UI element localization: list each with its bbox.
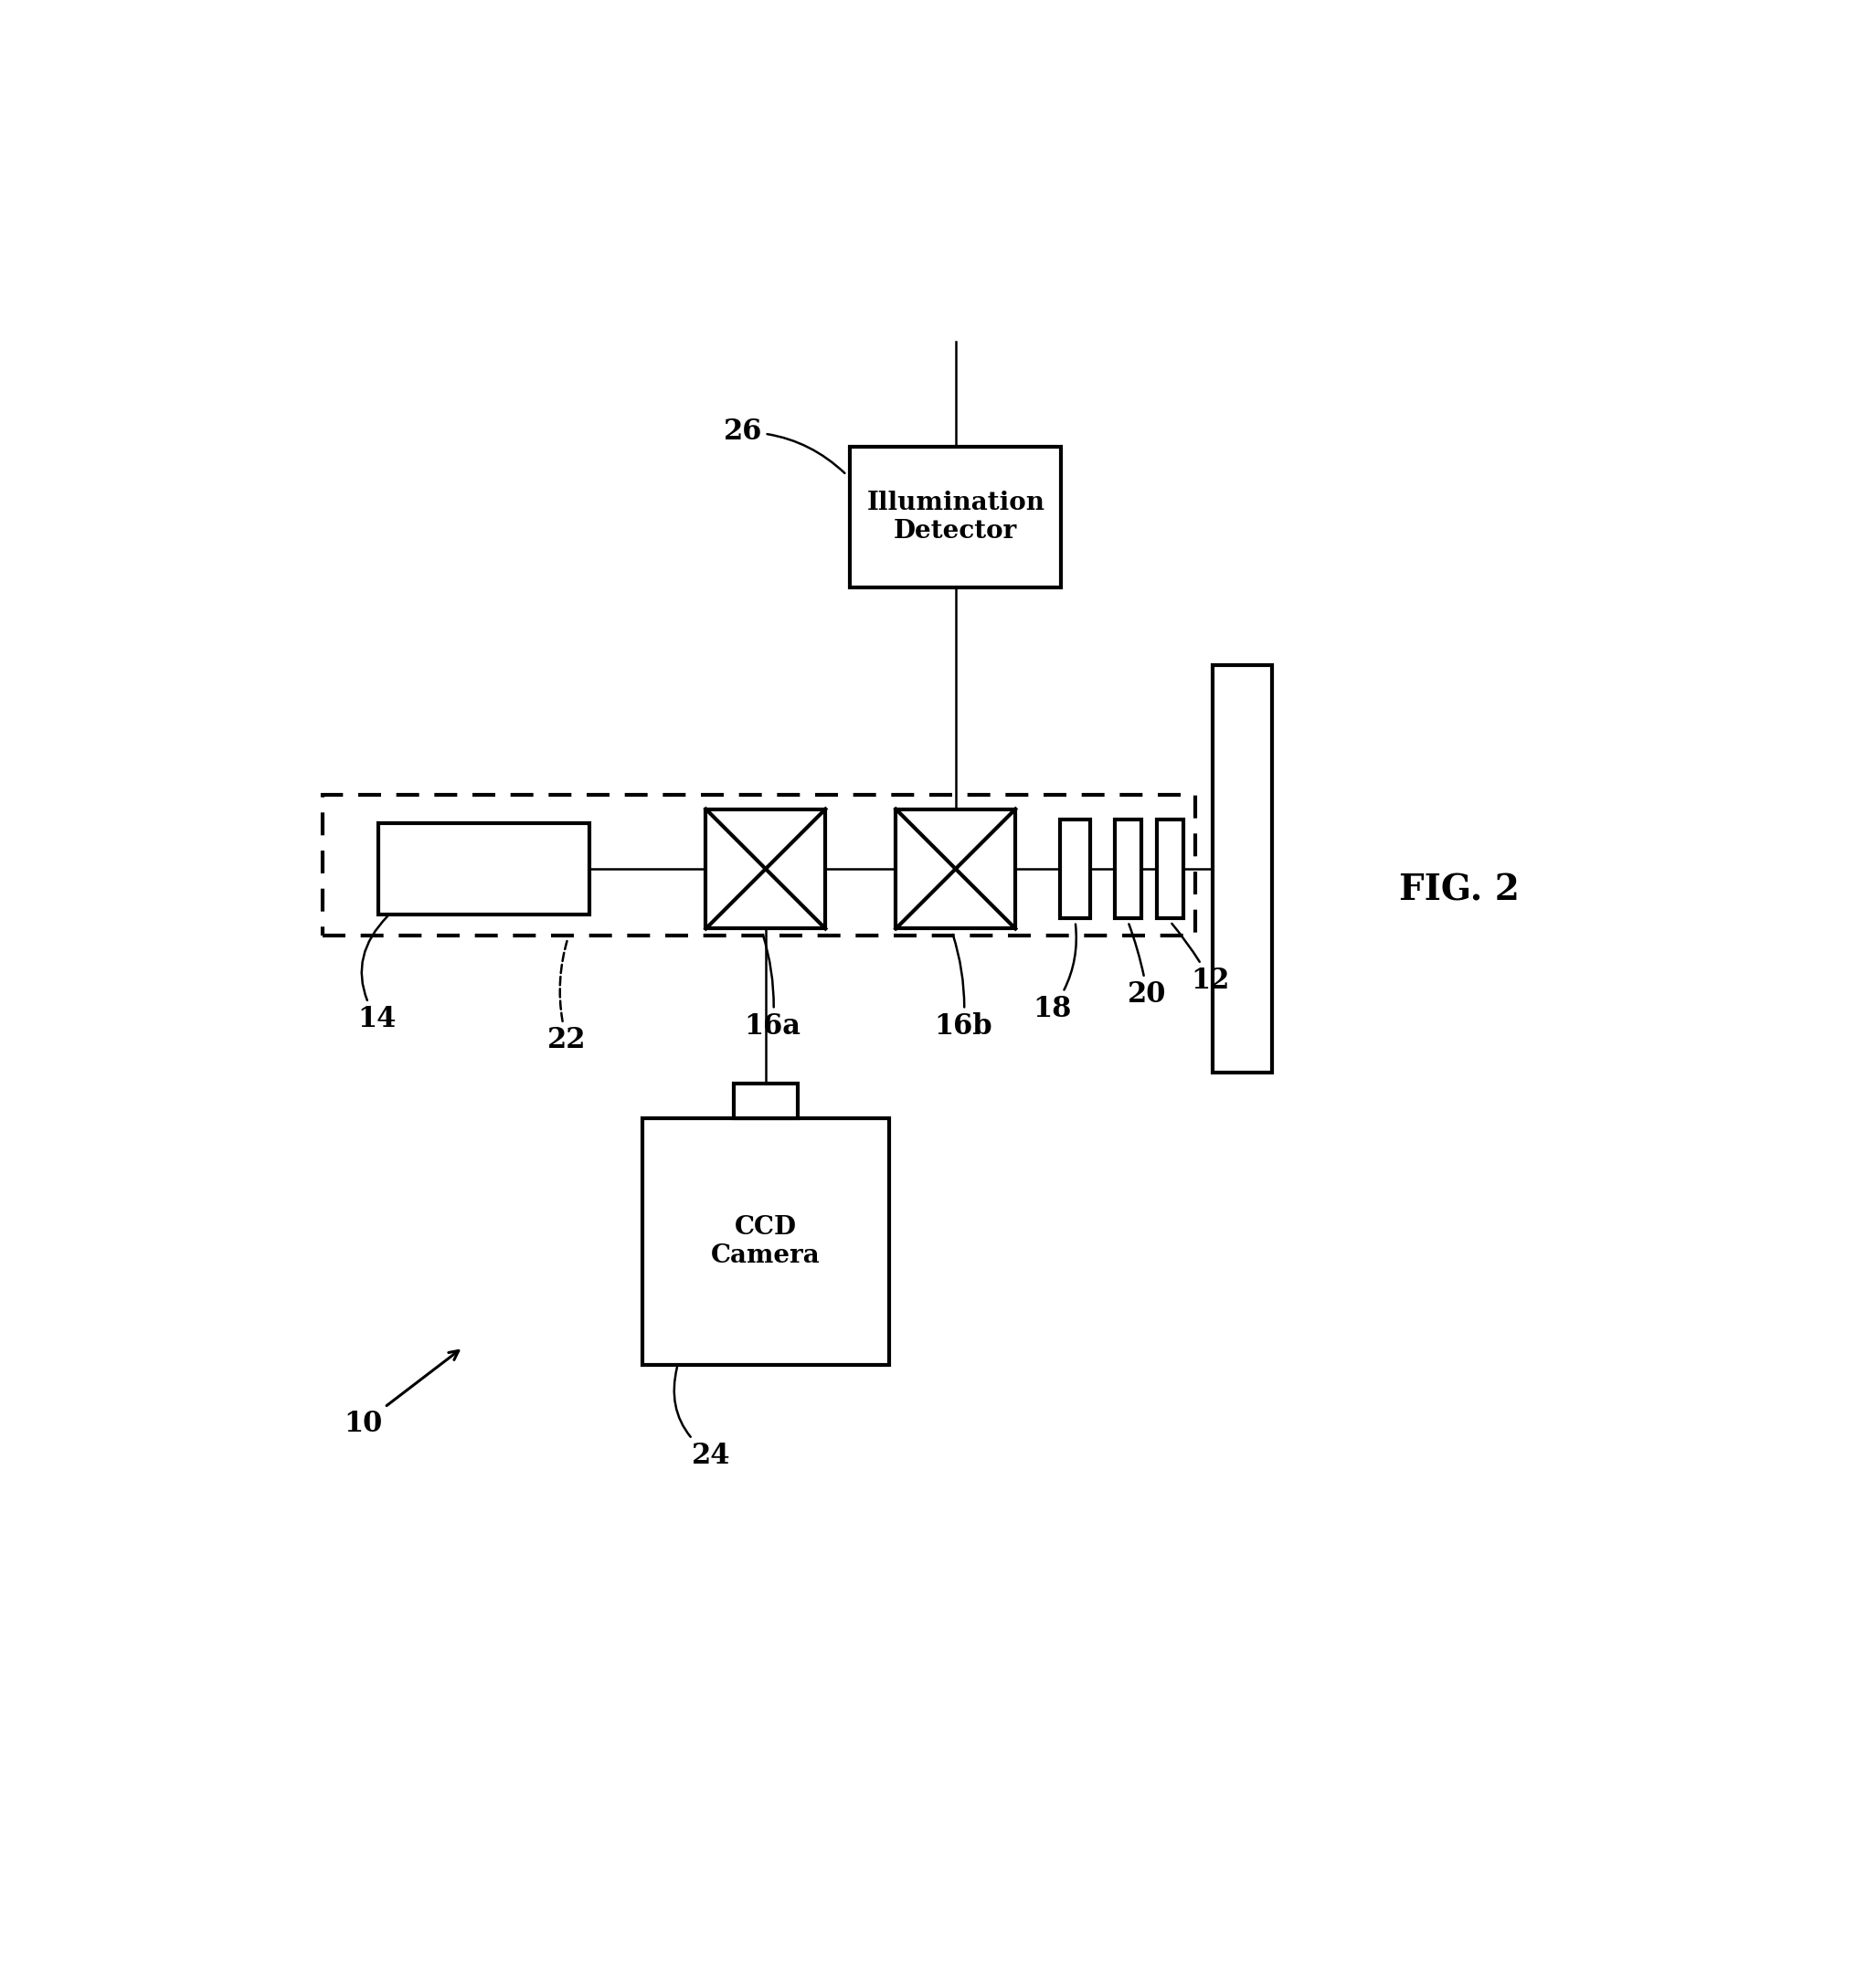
Text: 24: 24 [674,1368,731,1469]
Text: FIG. 2: FIG. 2 [1400,873,1519,907]
Bar [1213,664,1273,1074]
Bar [1114,819,1142,918]
Bar [896,809,1015,928]
Text: 16a: 16a [745,934,801,1040]
Text: Illumination
Detector: Illumination Detector [866,491,1045,545]
Text: 26: 26 [724,417,845,473]
Bar [642,1119,888,1366]
Text: 16b: 16b [935,934,993,1040]
Bar [323,795,1194,936]
Text: 20: 20 [1129,924,1166,1010]
Bar [1060,819,1090,918]
Text: 18: 18 [1034,924,1077,1024]
Bar [705,809,825,928]
Bar [379,823,590,914]
Bar [733,1083,797,1119]
Text: 22: 22 [547,938,586,1056]
Bar [851,447,1062,588]
Bar [1157,819,1183,918]
Text: 14: 14 [358,916,396,1034]
Text: 12: 12 [1172,924,1230,994]
Text: CCD
Camera: CCD Camera [711,1215,821,1268]
Text: 10: 10 [343,1350,459,1437]
